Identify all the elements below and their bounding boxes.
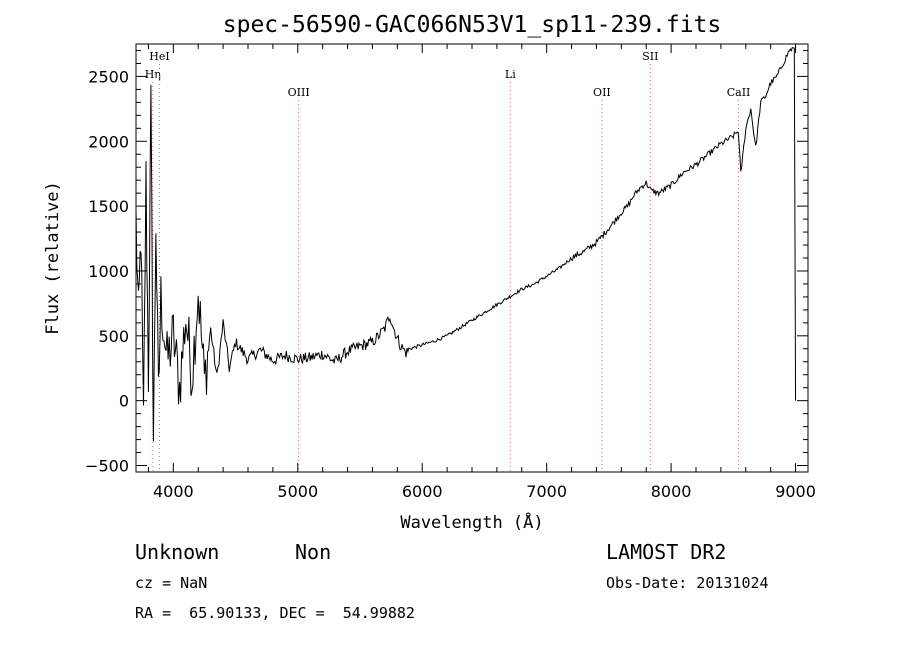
spectral-line-label: Hη — [145, 68, 161, 81]
spectrum-line — [135, 46, 795, 442]
spectral-line-label: CaII — [727, 86, 751, 99]
plot-frame — [135, 43, 809, 473]
y-tick-label: 0 — [119, 392, 129, 411]
obs-date-text: Obs-Date: 20131024 — [606, 574, 769, 592]
y-tick-label: 1000 — [88, 262, 129, 281]
y-axis: −500 0 500 1000 1500 2000 2500 — [85, 49, 808, 476]
x-tick-label: 7000 — [526, 482, 567, 501]
spectral-line-label: HeI — [149, 50, 169, 63]
x-tick-label: 8000 — [651, 482, 692, 501]
x-tick-label: 9000 — [775, 482, 816, 501]
y-tick-label: −500 — [85, 457, 129, 476]
y-tick-label: 2500 — [88, 67, 129, 86]
spectrum-series — [135, 46, 797, 442]
spectral-line-label: OIII — [288, 86, 310, 99]
x-tick-label: 4000 — [153, 482, 194, 501]
x-axis: 4000 5000 6000 7000 8000 9000 — [147, 44, 816, 501]
x-tick-label: 6000 — [402, 482, 443, 501]
spectral-line-label: Li — [505, 68, 516, 81]
object-subclass: Non — [295, 540, 332, 564]
object-class: Unknown — [135, 540, 220, 564]
y-axis-label: Flux (relative) — [43, 181, 63, 335]
y-tick-label: 1500 — [88, 197, 129, 216]
coordinates-text: RA = 65.90133, DEC = 54.99882 — [135, 604, 415, 622]
y-tick-label: 2000 — [88, 132, 129, 151]
spectral-line-label: OII — [593, 86, 611, 99]
chart-title: spec-56590-GAC066N53V1_sp11-239.fits — [223, 12, 722, 38]
spectrum-edge-drop — [793, 47, 797, 401]
spectral-line-markers: Hη HeI OIII Li OII SII CaII — [145, 50, 751, 472]
y-tick-label: 500 — [98, 327, 129, 346]
redshift-text: cz = NaN — [135, 574, 208, 592]
x-tick-label: 5000 — [277, 482, 318, 501]
survey-name: LAMOST DR2 — [606, 540, 727, 564]
spectral-line-label: SII — [642, 50, 658, 63]
x-axis-label: Wavelength (Å) — [400, 511, 543, 533]
